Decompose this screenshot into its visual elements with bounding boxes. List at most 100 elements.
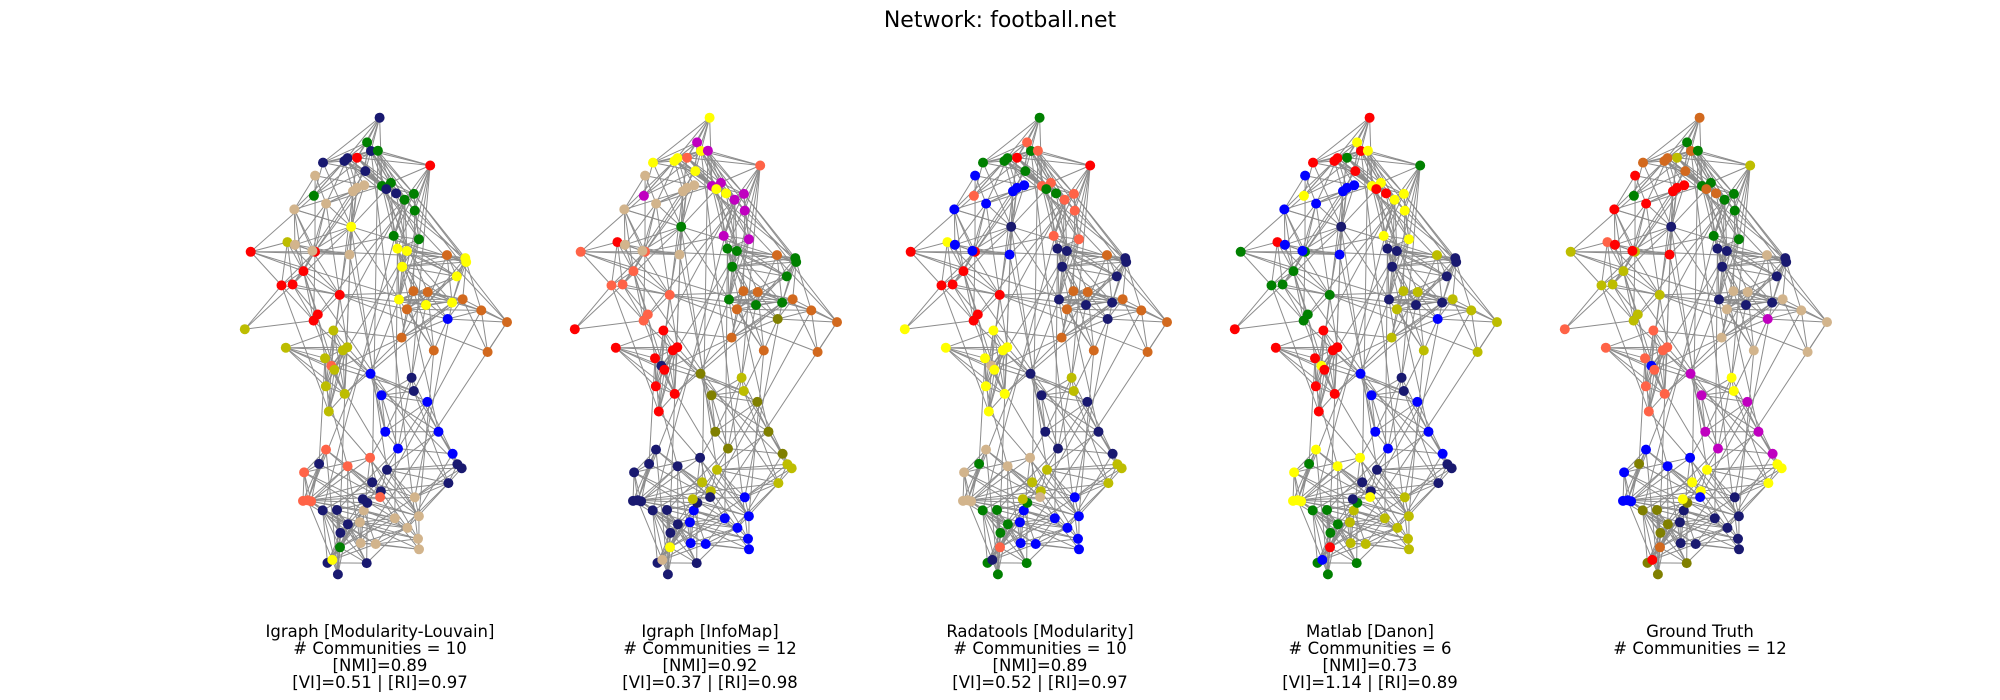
graph-edge (982, 162, 1026, 172)
graph-node (337, 345, 348, 356)
graph-edge (1334, 302, 1443, 395)
graph-edge (336, 509, 408, 529)
graph-edge (413, 193, 466, 259)
graph-node (980, 381, 991, 392)
graph-node (999, 388, 1010, 399)
graph-edge (672, 350, 676, 394)
graph-edge (648, 358, 656, 464)
graph-edge (1570, 195, 1635, 253)
graph-edge (945, 347, 986, 359)
graph-node (348, 186, 358, 197)
graph-edge (644, 187, 688, 252)
graph-node (1391, 304, 1402, 315)
graph-node (936, 280, 947, 291)
graph-node (1648, 325, 1659, 336)
graph-edge (1349, 521, 1410, 550)
graph-edge (1705, 401, 1748, 433)
graph-edge (1701, 185, 1715, 237)
graph-edge (1066, 250, 1118, 277)
graph-edge (1071, 304, 1087, 378)
graph-edge (1284, 208, 1457, 263)
graph-edge (652, 117, 710, 163)
graph-node (1350, 166, 1361, 177)
graph-edge (1391, 290, 1404, 338)
graph-edge (945, 347, 987, 387)
graph-edge (734, 199, 738, 252)
graph-edge (1349, 517, 1385, 523)
graph-edge (1007, 465, 1041, 498)
graph-node (1432, 250, 1442, 261)
graph-edge (1642, 117, 1700, 163)
graph-edge (1283, 209, 1294, 272)
graph-node (1745, 160, 1756, 171)
graph-node (414, 544, 424, 555)
graph-edge (412, 290, 435, 351)
graph-edge (394, 248, 398, 519)
graph-node (1742, 287, 1753, 297)
graph-edge (1656, 509, 1728, 529)
graph-edge (1676, 157, 1712, 184)
graph-edge (1303, 193, 1405, 321)
graph-edge (1403, 165, 1421, 195)
graph-edge (322, 510, 328, 563)
graph-node (712, 464, 722, 475)
graph-node (1659, 388, 1670, 399)
graph-edge (1329, 294, 1398, 310)
graph-node (406, 372, 417, 383)
graph-edge (700, 373, 758, 403)
graph-edge (347, 157, 365, 186)
graph-edge (1037, 150, 1052, 184)
graph-edge (1470, 310, 1479, 353)
graph-node (1690, 539, 1701, 549)
graph-node (782, 459, 793, 470)
graph-edge (1631, 250, 1661, 296)
graph-edge (1283, 160, 1335, 210)
graph-edge (1122, 298, 1149, 353)
graph-edge (624, 208, 797, 263)
graph-edge (1283, 175, 1306, 210)
graph-edge (996, 509, 1028, 564)
graph-edge (1607, 241, 1661, 296)
graph-node (619, 204, 630, 215)
graph-node (1433, 478, 1444, 489)
graph-node (314, 458, 325, 469)
graph-node (752, 287, 763, 297)
graph-edge (1564, 320, 1634, 330)
graph-edge (1662, 350, 1666, 394)
graph-edge (978, 463, 1041, 498)
graph-edge (952, 284, 975, 321)
graph-node (287, 279, 298, 290)
graph-node (1073, 533, 1083, 544)
graph-node (949, 204, 960, 215)
graph-node (1711, 188, 1722, 199)
graph-edge (1340, 185, 1355, 227)
graph-edge (616, 242, 624, 285)
graph-edge (286, 241, 304, 272)
graph-edge (643, 320, 793, 469)
graph-edge (1690, 150, 1740, 550)
graph-edge (1722, 266, 1777, 277)
vi-ri-label: [VI]=0.51 | [RI]=0.97 (292, 673, 468, 692)
graph-node (629, 467, 640, 478)
graph-node (317, 505, 328, 516)
graph-node (606, 280, 617, 291)
graph-edge (1050, 182, 1055, 236)
graph-node (323, 406, 334, 417)
graph-edge (1376, 469, 1439, 484)
graph-node (751, 300, 761, 310)
graph-node (1399, 492, 1410, 503)
graph-edge (1337, 157, 1355, 186)
graph-edge (1339, 254, 1376, 432)
graph-node (355, 538, 366, 549)
graph-edge (1782, 298, 1809, 353)
graph-edge (1087, 291, 1109, 320)
graph-edge (720, 182, 725, 236)
graph-edge (633, 270, 670, 296)
graph-edge (1071, 165, 1091, 378)
graph-node (1332, 519, 1343, 530)
graph-node (1327, 345, 1338, 356)
graph-edge (1659, 294, 1747, 306)
graph-node (1022, 137, 1033, 148)
graph-node (358, 505, 369, 516)
graph-edge (1074, 302, 1113, 498)
